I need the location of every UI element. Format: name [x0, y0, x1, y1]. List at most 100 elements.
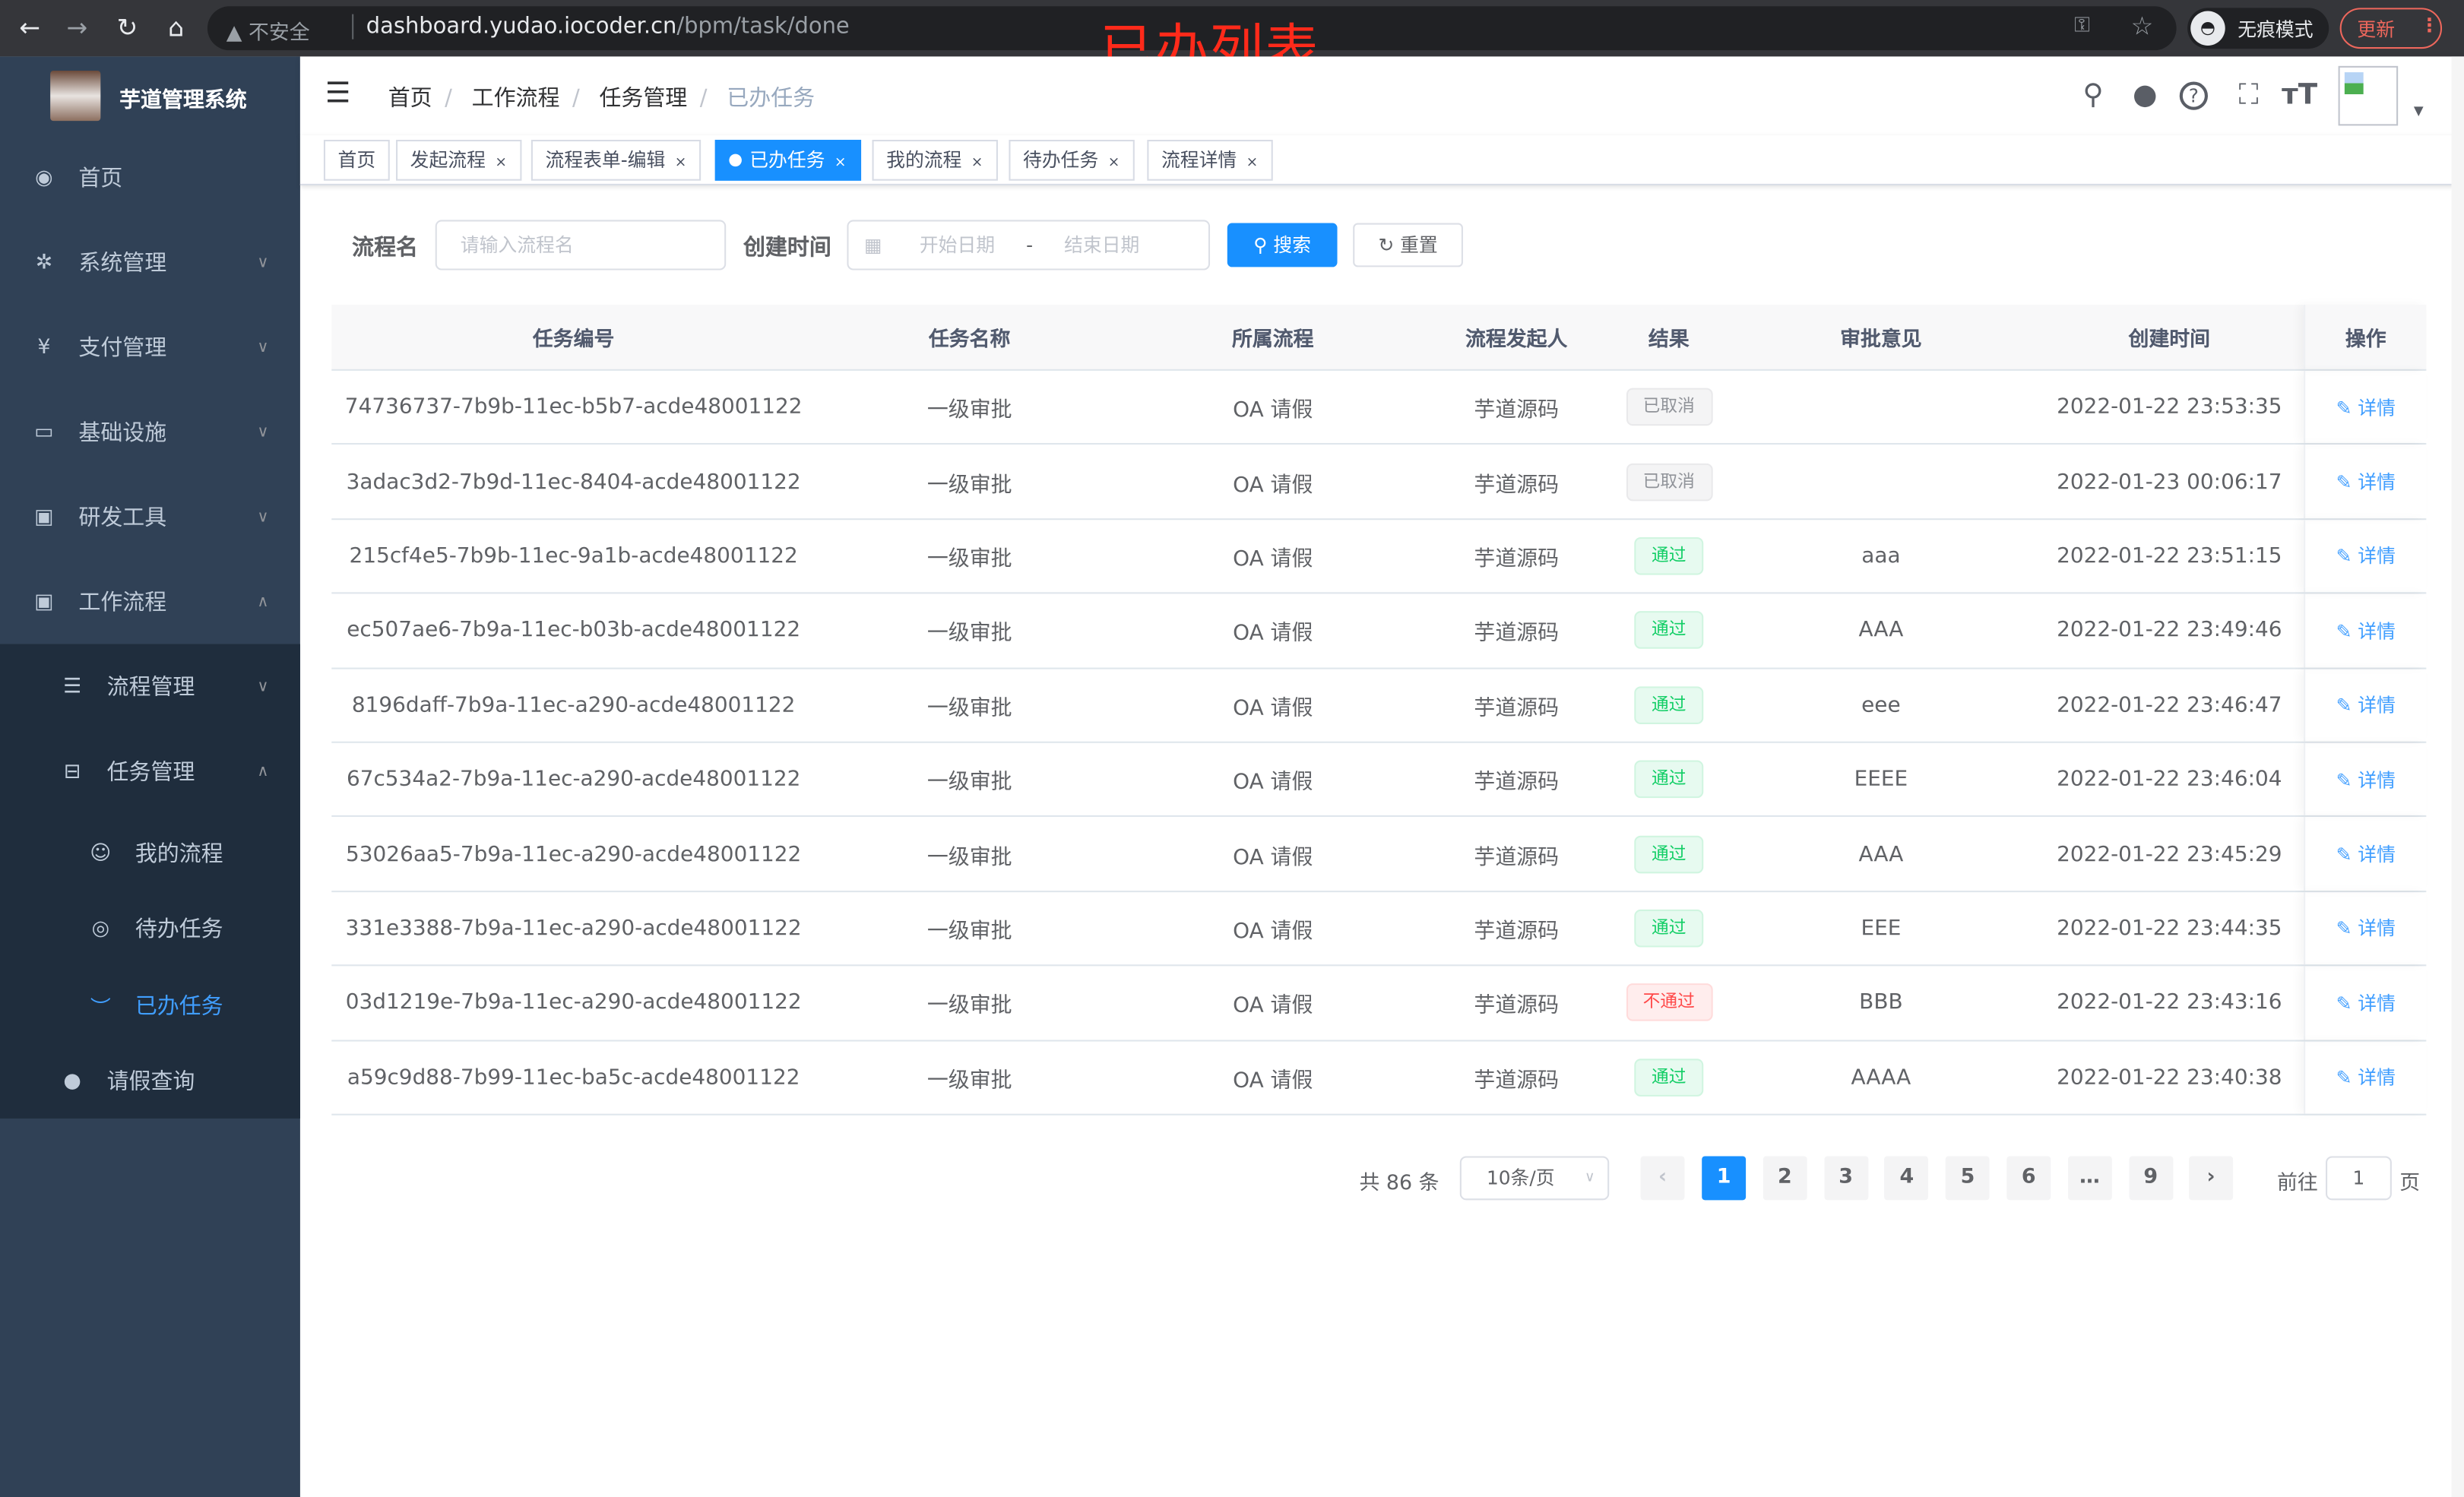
search-icon[interactable]: ⚲ [2082, 78, 2104, 112]
goto-page-input[interactable]: 1 [2326, 1156, 2392, 1201]
page-button-9[interactable]: 9 [2128, 1156, 2173, 1201]
table-row: 8196daff-7b9a-11ec-a290-acde48001122 一级审批… [331, 668, 2427, 743]
comment-cell: BBB [1859, 989, 1903, 1016]
sidebar-item-3[interactable]: ▭ 基础设施 ∨ [0, 394, 300, 470]
tag-3[interactable]: 已办任务 × [714, 139, 861, 181]
tag-4[interactable]: 我的流程 × [872, 139, 998, 181]
address-bar[interactable]: ▲ 不安全 dashboard.yudao.iocoder.cn/bpm/tas… [207, 6, 2177, 51]
tag-2[interactable]: 流程表单-编辑 × [530, 139, 701, 181]
sidebar-item-1[interactable]: ✲ 系统管理 ∨ [0, 225, 300, 300]
tag-1[interactable]: 发起流程 × [396, 139, 521, 181]
sidebar-item-8[interactable]: ☺ 我的流程 [0, 815, 300, 891]
breadcrumb: 首页 / 工作流程 / 任务管理 / 已办任务 [388, 86, 816, 112]
star-icon[interactable]: ☆ [2130, 11, 2154, 41]
edit-icon: ✎ [2336, 397, 2358, 419]
list-icon: ☰ [63, 674, 82, 698]
refresh-icon: ↻ [1378, 234, 1401, 256]
search-button[interactable]: ⚲ 搜索 [1227, 223, 1338, 267]
page-button-2[interactable]: 2 [1762, 1156, 1807, 1201]
prev-page-button[interactable]: ‹ [1640, 1156, 1685, 1201]
close-icon[interactable]: × [1246, 155, 1259, 172]
close-icon[interactable]: × [834, 155, 847, 172]
font-size-icon[interactable]: тT [2282, 78, 2318, 112]
sidebar-item-7[interactable]: ⊟ 任务管理 ∧ [0, 733, 300, 809]
comment-cell: EEE [1861, 916, 1902, 942]
actions-cell: ✎ 详情 [2304, 817, 2426, 891]
close-icon[interactable]: × [1107, 155, 1120, 172]
task-id-cell: 03d1219e-7b9a-11ec-a290-acde48001122 [345, 989, 802, 1016]
reload-icon[interactable]: ↻ [116, 12, 138, 43]
help-icon[interactable]: ? [2179, 81, 2208, 110]
tag-label: 流程表单-编辑 [545, 149, 666, 172]
process-cell: OA 请假 [1233, 472, 1313, 498]
date-range-picker[interactable]: ▦ 开始日期 - 结束日期 [847, 220, 1211, 271]
eye-icon: ◎ [91, 916, 110, 941]
forward-icon[interactable]: → [66, 12, 88, 43]
tag-0[interactable]: 首页 [323, 139, 390, 181]
detail-link[interactable]: ✎ 详情 [2336, 692, 2396, 718]
close-icon[interactable]: × [674, 155, 687, 172]
chevron-down-icon: ∨ [1584, 1170, 1595, 1186]
detail-link[interactable]: ✎ 详情 [2336, 617, 2396, 644]
detail-link[interactable]: ✎ 详情 [2336, 543, 2396, 569]
page-size-select[interactable]: 10条/页 ∨ [1459, 1156, 1610, 1201]
detail-link[interactable]: ✎ 详情 [2336, 394, 2396, 420]
more-pages-button[interactable]: … [2067, 1156, 2112, 1201]
breadcrumb-task-management[interactable]: 任务管理 [599, 86, 688, 112]
tag-5[interactable]: 待办任务 × [1009, 139, 1134, 181]
page-button-6[interactable]: 6 [2006, 1156, 2051, 1201]
home-icon[interactable]: ⌂ [168, 12, 185, 43]
page-button-5[interactable]: 5 [1946, 1156, 1990, 1201]
reset-button[interactable]: ↻ 重置 [1353, 223, 1463, 267]
incognito-label: 无痕模式 [2238, 18, 2314, 41]
detail-link[interactable]: ✎ 详情 [2336, 468, 2396, 495]
detail-link[interactable]: ✎ 详情 [2336, 989, 2396, 1016]
sidebar-item-9[interactable]: ◎ 待办任务 [0, 891, 300, 966]
process-cell: OA 请假 [1233, 397, 1313, 423]
close-icon[interactable]: × [971, 155, 983, 172]
result-badge: 不通过 [1625, 983, 1712, 1022]
key-icon[interactable]: ⚿ [2074, 14, 2090, 38]
incognito-indicator[interactable]: ◓ 无痕模式 [2187, 8, 2329, 49]
page-button-3[interactable]: 3 [1823, 1156, 1868, 1201]
github-icon[interactable]: ● [2133, 78, 2158, 112]
end-date-input[interactable]: 结束日期 [1064, 234, 1140, 256]
search-icon: ⚲ [1253, 234, 1274, 256]
tag-6[interactable]: 流程详情 × [1147, 139, 1272, 181]
page-button-1[interactable]: 1 [1702, 1156, 1747, 1201]
sidebar-item-6[interactable]: ☰ 流程管理 ∨ [0, 649, 300, 724]
detail-link[interactable]: ✎ 详情 [2336, 915, 2396, 942]
sidebar-item-0[interactable]: ◉ 首页 [0, 140, 300, 215]
process-name-input[interactable]: 请输入流程名 [435, 220, 727, 271]
table-row: 331e3388-7b9a-11ec-a290-acde48001122 一级审批… [331, 891, 2427, 967]
sidebar-item-4[interactable]: ▣ 研发工具 ∨ [0, 479, 300, 554]
start-date-input[interactable]: 开始日期 [919, 234, 996, 256]
task-id-cell: 3adac3d2-7b9d-11ec-8404-acde48001122 [346, 469, 801, 495]
user-avatar[interactable] [2338, 65, 2399, 126]
close-icon[interactable]: × [495, 155, 507, 172]
detail-label: 详情 [2358, 992, 2396, 1015]
scrollbar[interactable] [2451, 56, 2464, 1497]
comment-cell: AAA [1858, 618, 1904, 644]
detail-link[interactable]: ✎ 详情 [2336, 766, 2396, 793]
sidebar-item-label: 支付管理 [78, 336, 167, 362]
sidebar-item-2[interactable]: ¥ 支付管理 ∨ [0, 309, 300, 385]
tag-label: 我的流程 [886, 149, 962, 172]
next-page-button[interactable]: › [2189, 1156, 2234, 1201]
back-icon[interactable]: ← [19, 12, 41, 43]
sidebar-item-11[interactable]: ● 请假查询 [0, 1043, 300, 1119]
sidebar-item-10[interactable]: ︶ 已办任务 [0, 967, 300, 1043]
fullscreen-icon[interactable]: ⛶ [2238, 78, 2259, 112]
hamburger-icon[interactable]: ☰ [325, 77, 351, 110]
breadcrumb-home[interactable]: 首页 [388, 86, 432, 112]
user-icon: ● [63, 1068, 81, 1093]
url-text[interactable]: dashboard.yudao.iocoder.cn/bpm/task/done [352, 14, 850, 40]
sidebar-item-5[interactable]: ▣ 工作流程 ∧ [0, 564, 300, 639]
detail-link[interactable]: ✎ 详情 [2336, 840, 2396, 867]
logo-avatar [50, 71, 101, 122]
update-button[interactable]: 更新 ⋮ [2339, 8, 2443, 49]
page-button-4[interactable]: 4 [1884, 1156, 1929, 1201]
detail-link[interactable]: ✎ 详情 [2336, 1064, 2396, 1090]
caret-down-icon[interactable]: ▼ [2413, 103, 2424, 119]
breadcrumb-workflow[interactable]: 工作流程 [471, 86, 560, 112]
